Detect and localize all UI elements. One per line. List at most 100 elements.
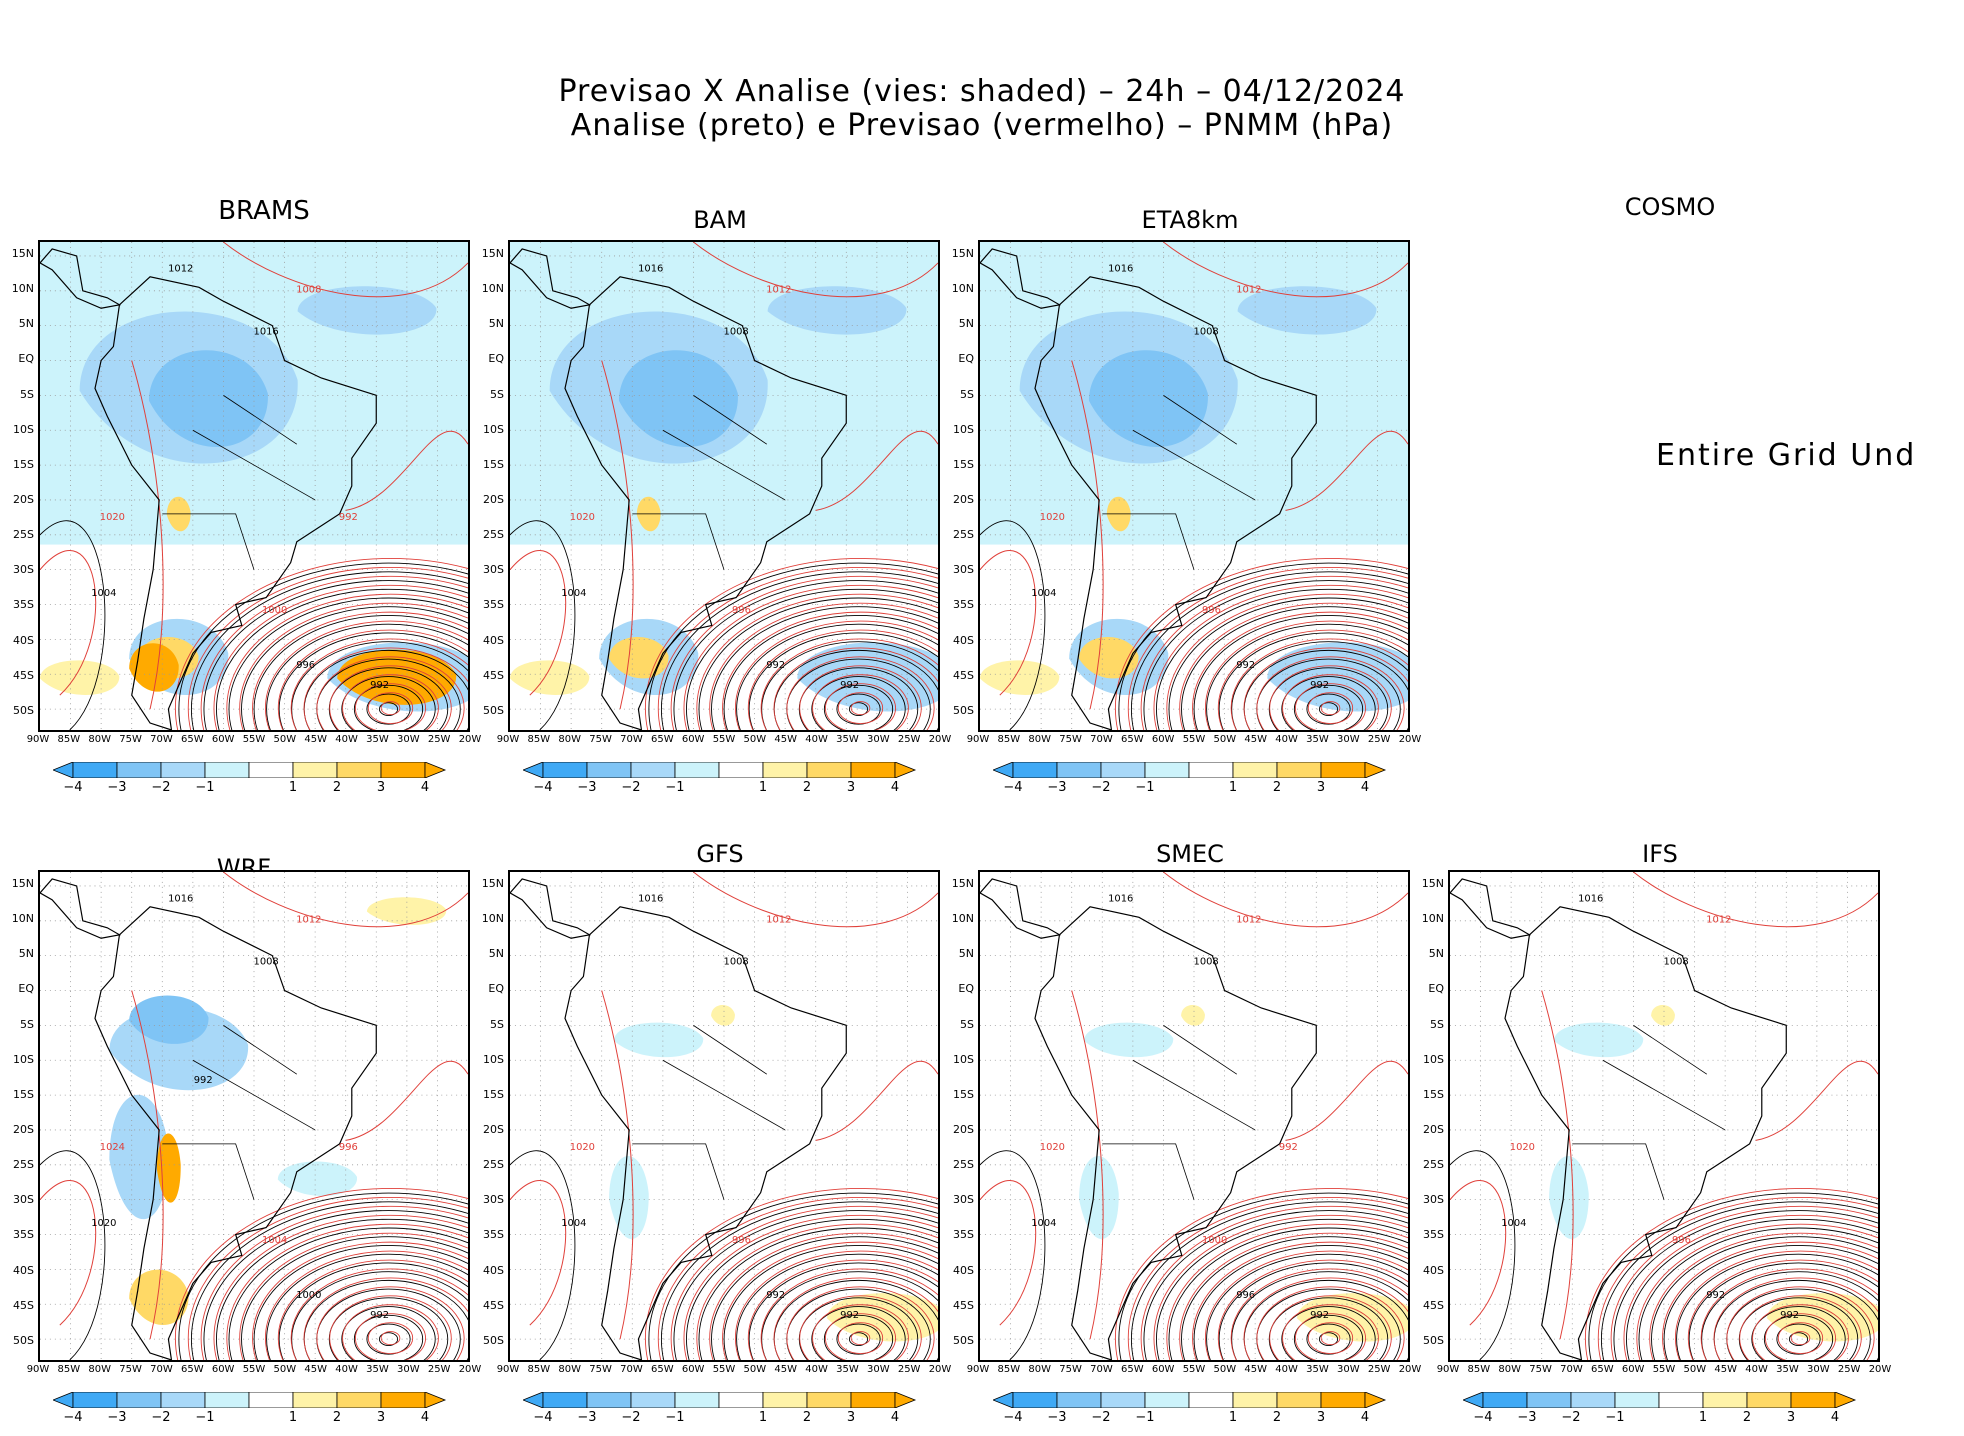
colorbar-label: 4 xyxy=(1360,1410,1370,1425)
colorbar-label: −1 xyxy=(1135,780,1155,795)
forecast-isobar xyxy=(239,1232,468,1360)
analysis-isobar xyxy=(191,571,468,730)
lon-tick-label: 30W xyxy=(866,734,890,745)
colorbar-arrow-right xyxy=(1364,762,1387,778)
forecast-isobar xyxy=(837,692,884,724)
analysis-isobar xyxy=(1206,623,1408,730)
forecast-isobar xyxy=(380,701,401,716)
forecast-isobar xyxy=(1674,1250,1878,1360)
colorbar-box xyxy=(542,762,588,778)
lon-tick-label: 45W xyxy=(1244,1364,1268,1375)
panel-title-smec: SMEC xyxy=(1156,840,1224,868)
forecast-isobar xyxy=(1217,629,1408,730)
analysis-isobar xyxy=(203,1210,468,1360)
shade-neg3 xyxy=(148,350,268,448)
lat-tick-label: 35S xyxy=(953,1228,974,1242)
colorbar-label: −4 xyxy=(533,1410,553,1425)
lon-tick-label: 90W xyxy=(966,1364,990,1375)
isobar-label: 1012 xyxy=(1236,915,1261,926)
lon-tick-label: 20W xyxy=(928,1364,952,1375)
analysis-isobar xyxy=(253,1245,468,1360)
analysis-isobar xyxy=(1651,1236,1878,1360)
colorbar-box xyxy=(1526,1392,1572,1408)
lon-tick-label: 65W xyxy=(650,1364,674,1375)
forecast-isobar xyxy=(1166,593,1408,730)
forecast-isobar xyxy=(131,360,164,710)
colorbar-label: 1 xyxy=(1698,1410,1708,1425)
lat-tick-label: 10S xyxy=(953,422,974,436)
lon-tick-label: 30W xyxy=(396,1364,420,1375)
forecast-isobar xyxy=(316,656,465,730)
lat-tick-label: 50S xyxy=(13,703,34,717)
colorbar-arrow-left xyxy=(53,1392,74,1408)
lon-tick-label: 80W xyxy=(558,1364,582,1375)
map-plot: 1016 1012 1008 1020 1004 1000 996 992 992 xyxy=(980,872,1408,1360)
forecast-isobar xyxy=(1585,1188,1878,1360)
colorbar-label: 1 xyxy=(758,1410,768,1425)
colorbar-box xyxy=(1570,1392,1616,1408)
isobar-label: 992 xyxy=(1310,680,1329,691)
colorbar-box xyxy=(542,1392,588,1408)
lon-tick-label: 30W xyxy=(866,1364,890,1375)
analysis-isobar xyxy=(366,1323,411,1355)
colorbar-box xyxy=(1320,762,1366,778)
analysis-isobar xyxy=(648,1192,938,1360)
analysis-isobar xyxy=(510,520,576,730)
lat-tick-label: EQ xyxy=(958,352,974,366)
forecast-isobar xyxy=(850,1331,871,1346)
lat-tick-label: 5S xyxy=(20,1017,34,1031)
analysis-isobar xyxy=(216,1218,468,1360)
forecast-isobar xyxy=(722,1241,938,1360)
map-panel-gfs: 1016 1012 1008 1020 1004 996 992 992 xyxy=(508,870,940,1362)
analysis-isobar xyxy=(1318,702,1339,716)
shade-pos2 xyxy=(1651,1005,1675,1026)
lat-tick-label: 50S xyxy=(13,1333,34,1347)
colorbar-box xyxy=(1276,1392,1322,1408)
lon-tick-label: 20W xyxy=(458,1364,482,1375)
coastline xyxy=(1450,878,1787,1360)
forecast-isobar xyxy=(510,1180,567,1326)
colorbar-label: −4 xyxy=(533,780,553,795)
lat-tick-label: 10N xyxy=(11,912,34,926)
lon-tick-label: 90W xyxy=(496,734,520,745)
analysis-isobar xyxy=(1788,1332,1809,1346)
analysis-isobar xyxy=(1281,676,1376,730)
shade-neg1 xyxy=(1554,1022,1644,1058)
colorbar-label: 2 xyxy=(802,1410,812,1425)
isobar-label: 992 xyxy=(1310,1310,1329,1321)
analysis-isobar xyxy=(836,1323,881,1355)
colorbar-arrow-right xyxy=(424,1392,447,1408)
isobar-label: 1008 xyxy=(254,957,279,968)
forecast-isobar xyxy=(683,1214,938,1360)
lat-tick-label: 10N xyxy=(951,282,974,296)
lon-tick-label: 80W xyxy=(1028,734,1052,745)
forecast-isobar xyxy=(367,1322,414,1354)
lon-tick-label: 30W xyxy=(1336,1364,1360,1375)
lat-lon-grid xyxy=(40,872,468,1360)
colorbar-label: 4 xyxy=(1830,1410,1840,1425)
analysis-isobar xyxy=(1601,1201,1878,1360)
lon-tick-label: 40W xyxy=(1275,734,1298,745)
forecast-isobar xyxy=(747,629,938,730)
panel-title-eta8km: ETA8km xyxy=(1141,206,1239,234)
colorbar-label: 3 xyxy=(1786,1410,1796,1425)
lat-tick-label: 15N xyxy=(1421,877,1444,891)
forecast-isobar xyxy=(223,872,468,928)
analysis-isobar xyxy=(1676,1253,1878,1360)
colorbar-label: −3 xyxy=(577,1410,597,1425)
analysis-isobar xyxy=(1206,1253,1408,1360)
analysis-isobar xyxy=(241,606,468,730)
colorbar-box xyxy=(116,1392,162,1408)
lon-tick-label: 35W xyxy=(1776,1364,1799,1375)
colorbar-box xyxy=(248,762,294,778)
lon-tick-label: 65W xyxy=(180,734,204,745)
forecast-isobar xyxy=(1541,990,1574,1340)
colorbar-label: −2 xyxy=(151,780,171,795)
forecast-isobar xyxy=(815,430,938,511)
lon-tick-label: 25W xyxy=(1367,734,1391,745)
forecast-isobar xyxy=(329,1295,452,1360)
forecast-isobar xyxy=(980,1180,1037,1326)
isobars xyxy=(980,242,1408,730)
lon-tick-label: 80W xyxy=(558,734,582,745)
forecast-isobar xyxy=(303,647,468,730)
